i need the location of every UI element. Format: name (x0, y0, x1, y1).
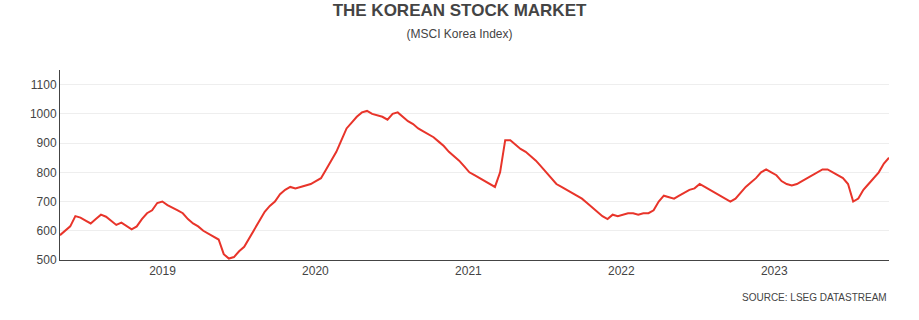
svg-text:2021: 2021 (455, 264, 482, 278)
svg-text:2022: 2022 (608, 264, 635, 278)
svg-text:SOURCE: LSEG DATASTREAM: SOURCE: LSEG DATASTREAM (742, 292, 887, 303)
svg-text:1100: 1100 (31, 78, 57, 92)
svg-text:2020: 2020 (302, 264, 329, 278)
svg-text:900: 900 (37, 136, 57, 150)
svg-text:2023: 2023 (761, 264, 788, 278)
svg-text:700: 700 (37, 195, 57, 209)
svg-text:600: 600 (37, 224, 57, 238)
svg-text:1000: 1000 (30, 107, 57, 121)
svg-text:800: 800 (37, 166, 57, 180)
svg-text:500: 500 (37, 253, 57, 267)
svg-text:THE KOREAN STOCK MARKET(MSCI K: THE KOREAN STOCK MARKET(MSCI Korea Index… (333, 1, 587, 41)
svg-text:2019: 2019 (149, 264, 176, 278)
